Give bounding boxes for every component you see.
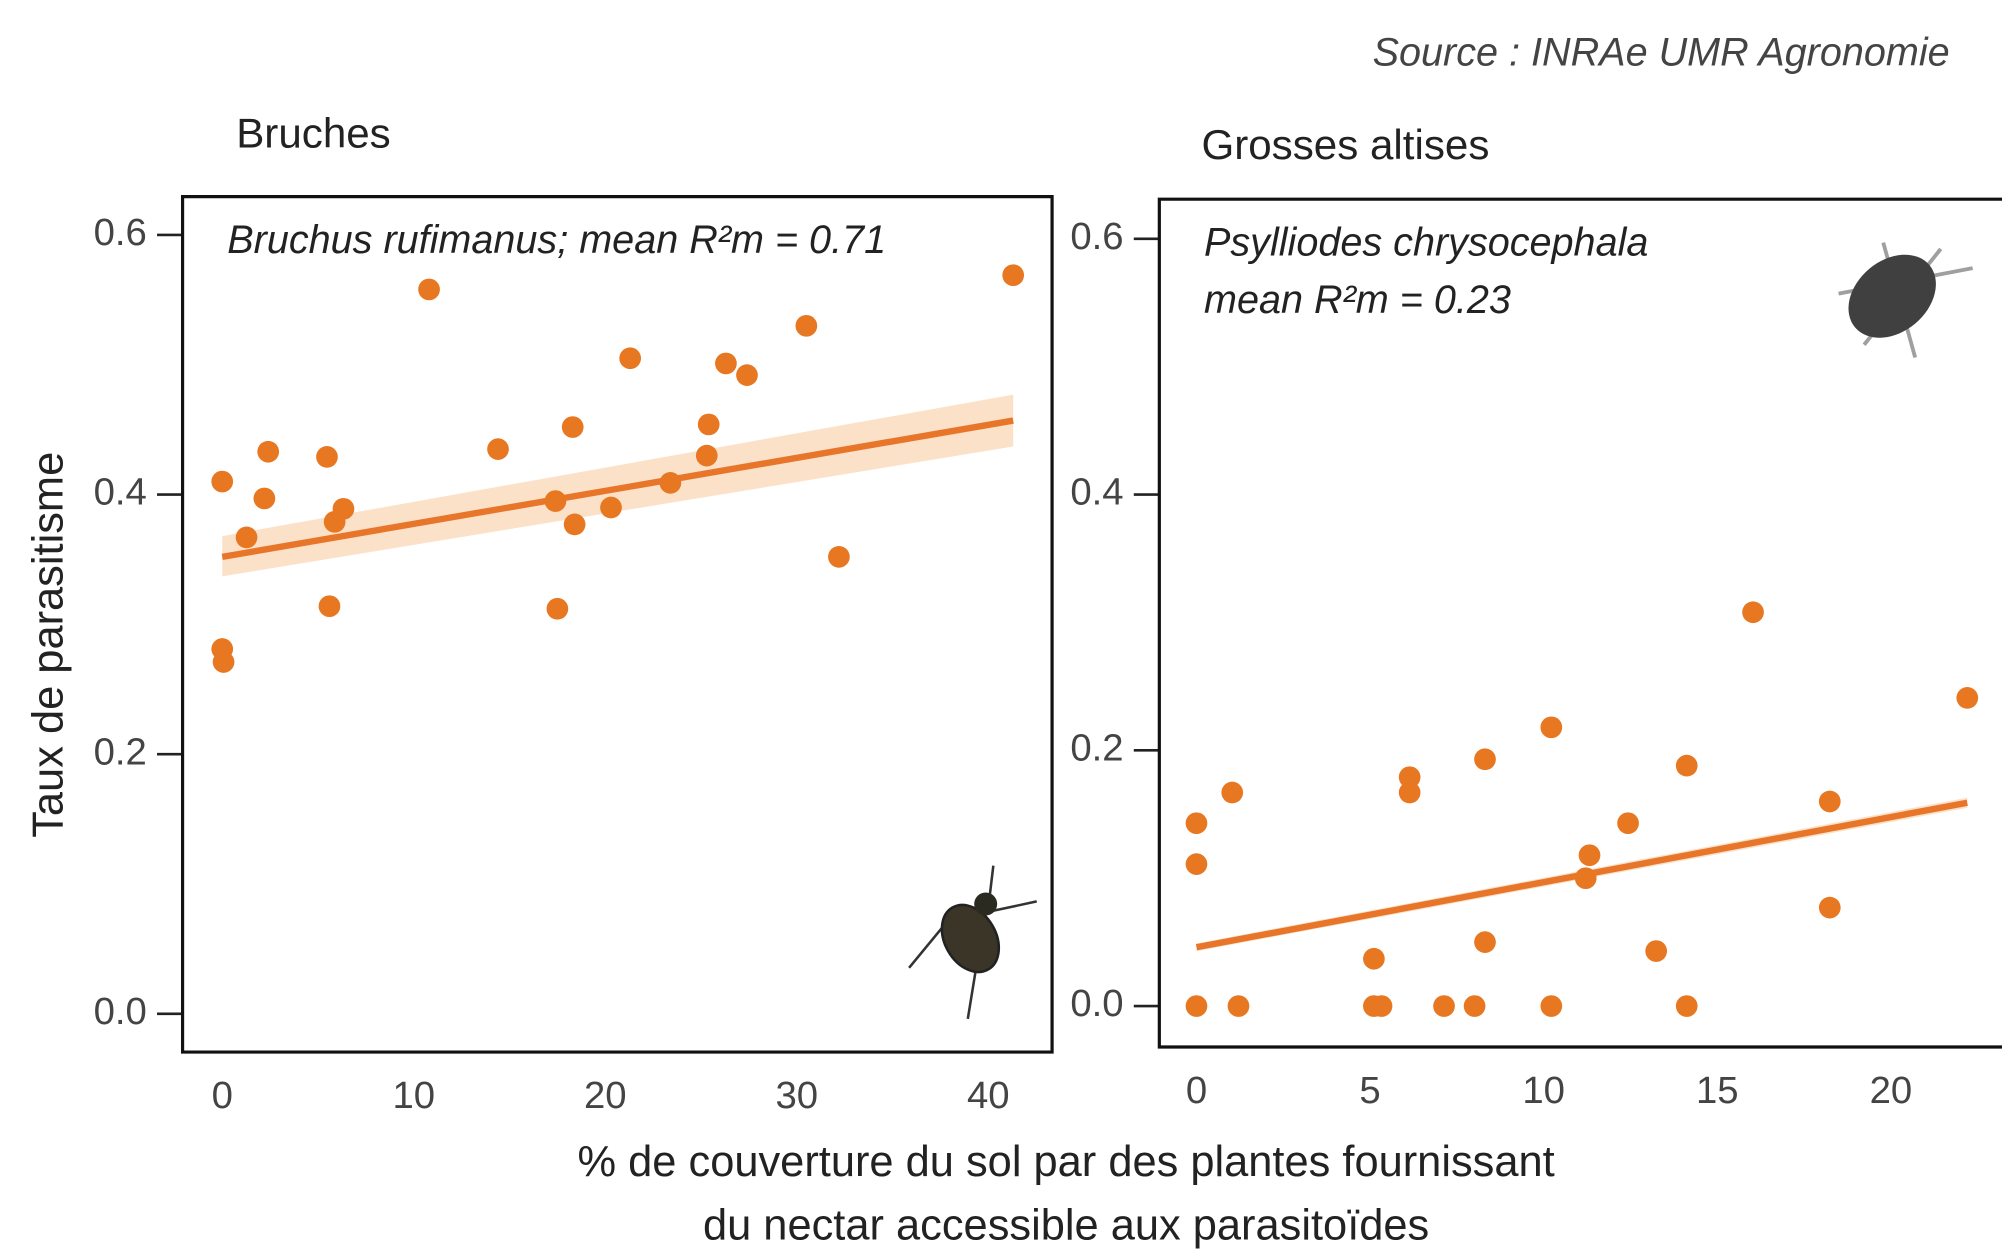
x-tick-label: 0	[212, 1074, 233, 1117]
x-tick-label: 15	[1696, 1069, 1739, 1112]
point	[211, 471, 233, 493]
annotation: Psylliodes chrysocephala	[1204, 221, 1648, 265]
y-tick-label: 0.6	[1070, 215, 1123, 258]
point	[619, 347, 641, 369]
annotation: mean R²m = 0.23	[1204, 278, 1511, 322]
plot-frame	[183, 197, 1052, 1052]
panel-title: Grosses altises	[1201, 121, 1489, 168]
x-tick-label: 10	[392, 1074, 435, 1117]
point	[1464, 995, 1486, 1017]
point	[1819, 791, 1841, 813]
point	[564, 514, 586, 536]
point	[796, 315, 818, 337]
beetle-icon	[1832, 238, 1973, 358]
point	[1742, 601, 1764, 623]
source: Source : INRAe UMR Agronomie	[1373, 30, 1950, 74]
point	[1956, 687, 1978, 709]
y-tick-label: 0.2	[94, 730, 147, 773]
point	[1579, 844, 1601, 866]
point	[698, 414, 720, 436]
point	[1186, 995, 1208, 1017]
x-tick-label: 40	[967, 1074, 1010, 1117]
x-tick-label: 20	[1870, 1069, 1913, 1112]
point	[715, 353, 737, 375]
point	[1186, 812, 1208, 834]
point	[736, 364, 758, 386]
point	[1371, 995, 1393, 1017]
y-tick-label: 0.2	[1070, 726, 1123, 769]
point	[1221, 782, 1243, 804]
x-tick-label: 20	[584, 1074, 627, 1117]
point	[600, 497, 622, 519]
point	[319, 595, 341, 617]
x-tick-label: 10	[1522, 1069, 1565, 1112]
point	[1433, 995, 1455, 1017]
point	[213, 651, 235, 673]
x-axis-label: % de couverture du sol par des plantes f…	[578, 1138, 1555, 1186]
beetle-icon	[909, 866, 1037, 1019]
trend-line	[222, 421, 1013, 557]
chart: Source : INRAe UMR Agronomie Taux de par…	[0, 0, 2002, 1256]
y-tick-label: 0.0	[94, 990, 147, 1033]
point	[1676, 755, 1698, 777]
x-axis-label: du nectar accessible aux parasitoïdes	[703, 1202, 1429, 1250]
point	[1540, 995, 1562, 1017]
y-tick-label: 0.0	[1070, 982, 1123, 1025]
point	[562, 416, 584, 438]
point	[1645, 940, 1667, 962]
panel-title: Bruches	[236, 110, 391, 157]
point	[418, 279, 440, 301]
point	[257, 441, 279, 463]
y-tick-label: 0.4	[94, 471, 147, 514]
point	[696, 445, 718, 467]
confidence-band	[222, 395, 1013, 577]
point	[1363, 948, 1385, 970]
point	[660, 472, 682, 494]
point	[1540, 716, 1562, 738]
point	[1676, 995, 1698, 1017]
y-tick-label: 0.6	[94, 211, 147, 254]
point	[254, 488, 276, 510]
y-tick-label: 0.4	[1070, 471, 1123, 514]
annotation: Bruchus rufimanus; mean R²m = 0.71	[227, 218, 886, 262]
y-axis-label: Taux de parasitisme	[25, 452, 73, 838]
point	[1399, 782, 1421, 804]
point	[1617, 812, 1639, 834]
point	[545, 490, 567, 512]
point	[333, 498, 355, 520]
x-tick-label: 30	[775, 1074, 818, 1117]
x-tick-label: 5	[1359, 1069, 1380, 1112]
point	[828, 546, 850, 568]
point	[1002, 264, 1024, 286]
x-tick-label: 0	[1186, 1069, 1207, 1112]
point	[1228, 995, 1250, 1017]
point	[236, 527, 258, 549]
point	[547, 598, 569, 620]
point	[1186, 853, 1208, 875]
point	[1819, 897, 1841, 919]
point	[1575, 867, 1597, 889]
point	[1474, 748, 1496, 770]
point	[487, 438, 509, 460]
page: {"source":"Source : INRAe UMR Agronomie"…	[0, 0, 2002, 1256]
point	[1474, 931, 1496, 953]
point	[316, 446, 338, 468]
